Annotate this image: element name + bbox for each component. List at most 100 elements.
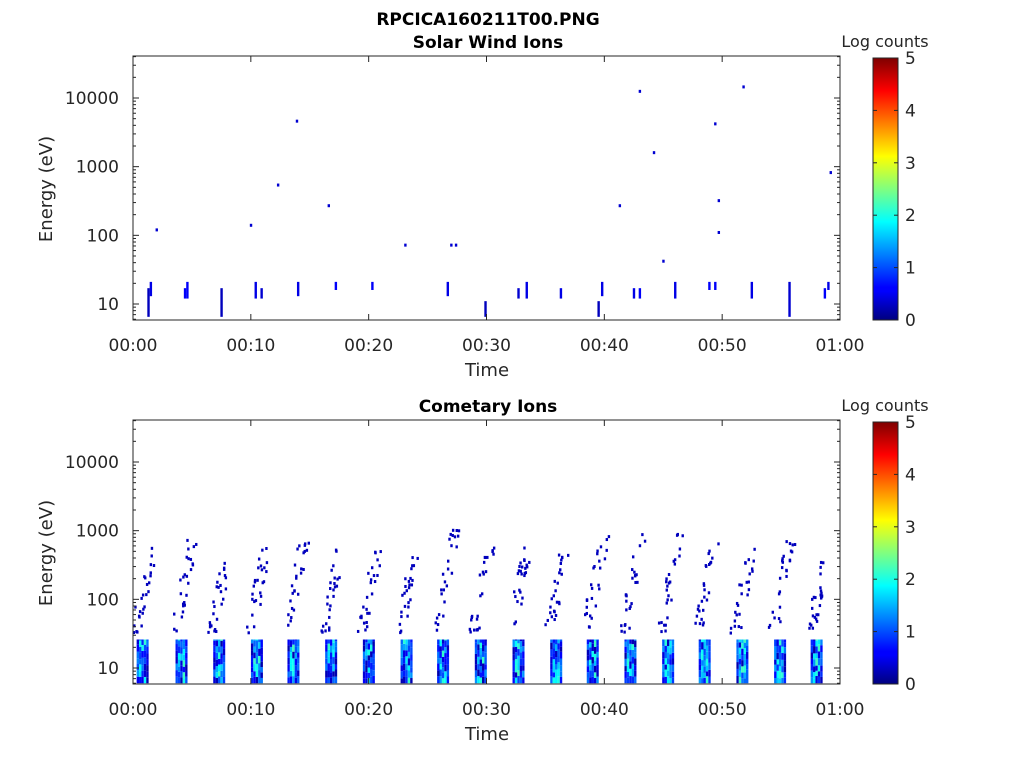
- sweep-speck: [185, 593, 188, 597]
- sweep-cell: [222, 662, 226, 670]
- sweep-cell: [143, 657, 147, 664]
- sweep-cell: [671, 640, 675, 646]
- data-point: [450, 243, 453, 247]
- sweep-speck: [440, 588, 443, 592]
- sweep-cell: [182, 639, 186, 644]
- sweep-cell: [370, 639, 373, 645]
- sweep-cell: [477, 650, 480, 657]
- sweep-cell: [146, 653, 149, 660]
- sweep-speck: [667, 572, 671, 576]
- data-cell: [788, 281, 791, 317]
- sweep-speck: [521, 596, 524, 600]
- sweep-cell: [141, 665, 144, 671]
- sweep-speck: [445, 584, 449, 588]
- sweep-speck: [372, 574, 376, 578]
- sweep-speck: [641, 533, 644, 537]
- sweep-cell: [664, 645, 667, 652]
- sweep-speck: [376, 558, 379, 562]
- sweep-cell: [774, 640, 777, 647]
- sweep-speck: [289, 599, 292, 603]
- sweep-cell: [250, 677, 254, 684]
- sweep-speck: [399, 629, 403, 633]
- sweep-speck: [735, 613, 738, 617]
- sweep-cell: [701, 665, 704, 672]
- sweep-cell: [220, 640, 223, 647]
- sweep-cell: [669, 671, 672, 679]
- sweep-cell: [213, 657, 216, 663]
- colorbar-tick-label: 0: [905, 675, 916, 695]
- sweep-cell: [410, 642, 413, 648]
- sweep-speck: [585, 611, 588, 615]
- sweep-cell: [815, 658, 818, 666]
- sweep-cell: [146, 665, 149, 672]
- sweep-speck: [631, 555, 635, 559]
- sweep-cell: [218, 658, 221, 665]
- sweep-cell: [482, 663, 485, 671]
- sweep-speck: [735, 601, 739, 605]
- sweep-speck: [729, 631, 732, 635]
- sweep-cell: [591, 676, 594, 684]
- sweep-cell: [367, 643, 371, 650]
- sweep-cell: [519, 647, 523, 653]
- sweep-cell: [778, 645, 782, 653]
- sweep-speck: [435, 628, 439, 632]
- sweep-cell: [441, 667, 445, 673]
- sweep-speck: [411, 578, 414, 582]
- sweep-speck: [791, 543, 794, 547]
- sweep-cell: [334, 658, 338, 665]
- sweep-speck: [409, 576, 412, 580]
- sweep-cell: [222, 676, 226, 684]
- sweep-speck: [702, 621, 705, 625]
- x-tick-label: 00:30: [462, 336, 511, 356]
- sweep-speck: [663, 623, 666, 627]
- sweep-cell: [552, 672, 556, 678]
- sweep-speck: [455, 545, 458, 549]
- sweep-cell: [477, 676, 480, 684]
- sweep-cell: [218, 639, 221, 647]
- sweep-cell: [177, 677, 181, 684]
- sweep-cell: [519, 641, 523, 648]
- sweep-cell: [367, 672, 371, 679]
- sweep-speck: [620, 624, 623, 628]
- sweep-speck: [701, 623, 705, 627]
- sweep-speck: [215, 617, 219, 621]
- sweep-speck: [482, 572, 485, 576]
- sweep-cell: [213, 651, 216, 658]
- sweep-cell: [334, 664, 338, 670]
- data-point: [829, 171, 832, 175]
- sweep-speck: [819, 560, 823, 564]
- sweep-cell: [444, 671, 447, 677]
- sweep-cell: [593, 672, 597, 678]
- sweep-cell: [213, 676, 216, 684]
- sweep-speck: [747, 558, 750, 562]
- sweep-cell: [405, 656, 408, 664]
- sweep-cell: [365, 639, 368, 643]
- sweep-speck: [633, 570, 636, 574]
- sweep-cell: [624, 666, 627, 672]
- sweep-cell: [446, 664, 450, 671]
- sweep-speck: [434, 621, 437, 625]
- sweep-speck: [700, 617, 703, 621]
- sweep-cell: [141, 644, 144, 652]
- sweep-cell: [559, 658, 563, 666]
- sweep-cell: [329, 658, 333, 666]
- sweep-cell: [253, 652, 256, 659]
- sweep-speck: [514, 620, 518, 624]
- sweep-speck: [179, 592, 183, 596]
- sweep-speck: [525, 565, 529, 569]
- sweep-speck: [332, 588, 335, 592]
- sweep-speck: [681, 534, 684, 538]
- sweep-speck: [793, 543, 797, 547]
- sweep-cell: [297, 663, 300, 671]
- sweep-cell: [662, 664, 665, 672]
- sweep-cell: [624, 658, 627, 667]
- sweep-cell: [701, 678, 704, 684]
- sweep-cell: [218, 676, 221, 684]
- sweep-speck: [257, 566, 260, 570]
- sweep-speck: [778, 605, 782, 609]
- sweep-cell: [662, 646, 665, 653]
- sweep-cell: [669, 664, 672, 672]
- sweep-cell: [743, 678, 746, 684]
- sweep-cell: [522, 651, 525, 659]
- sweep-cell: [813, 672, 816, 679]
